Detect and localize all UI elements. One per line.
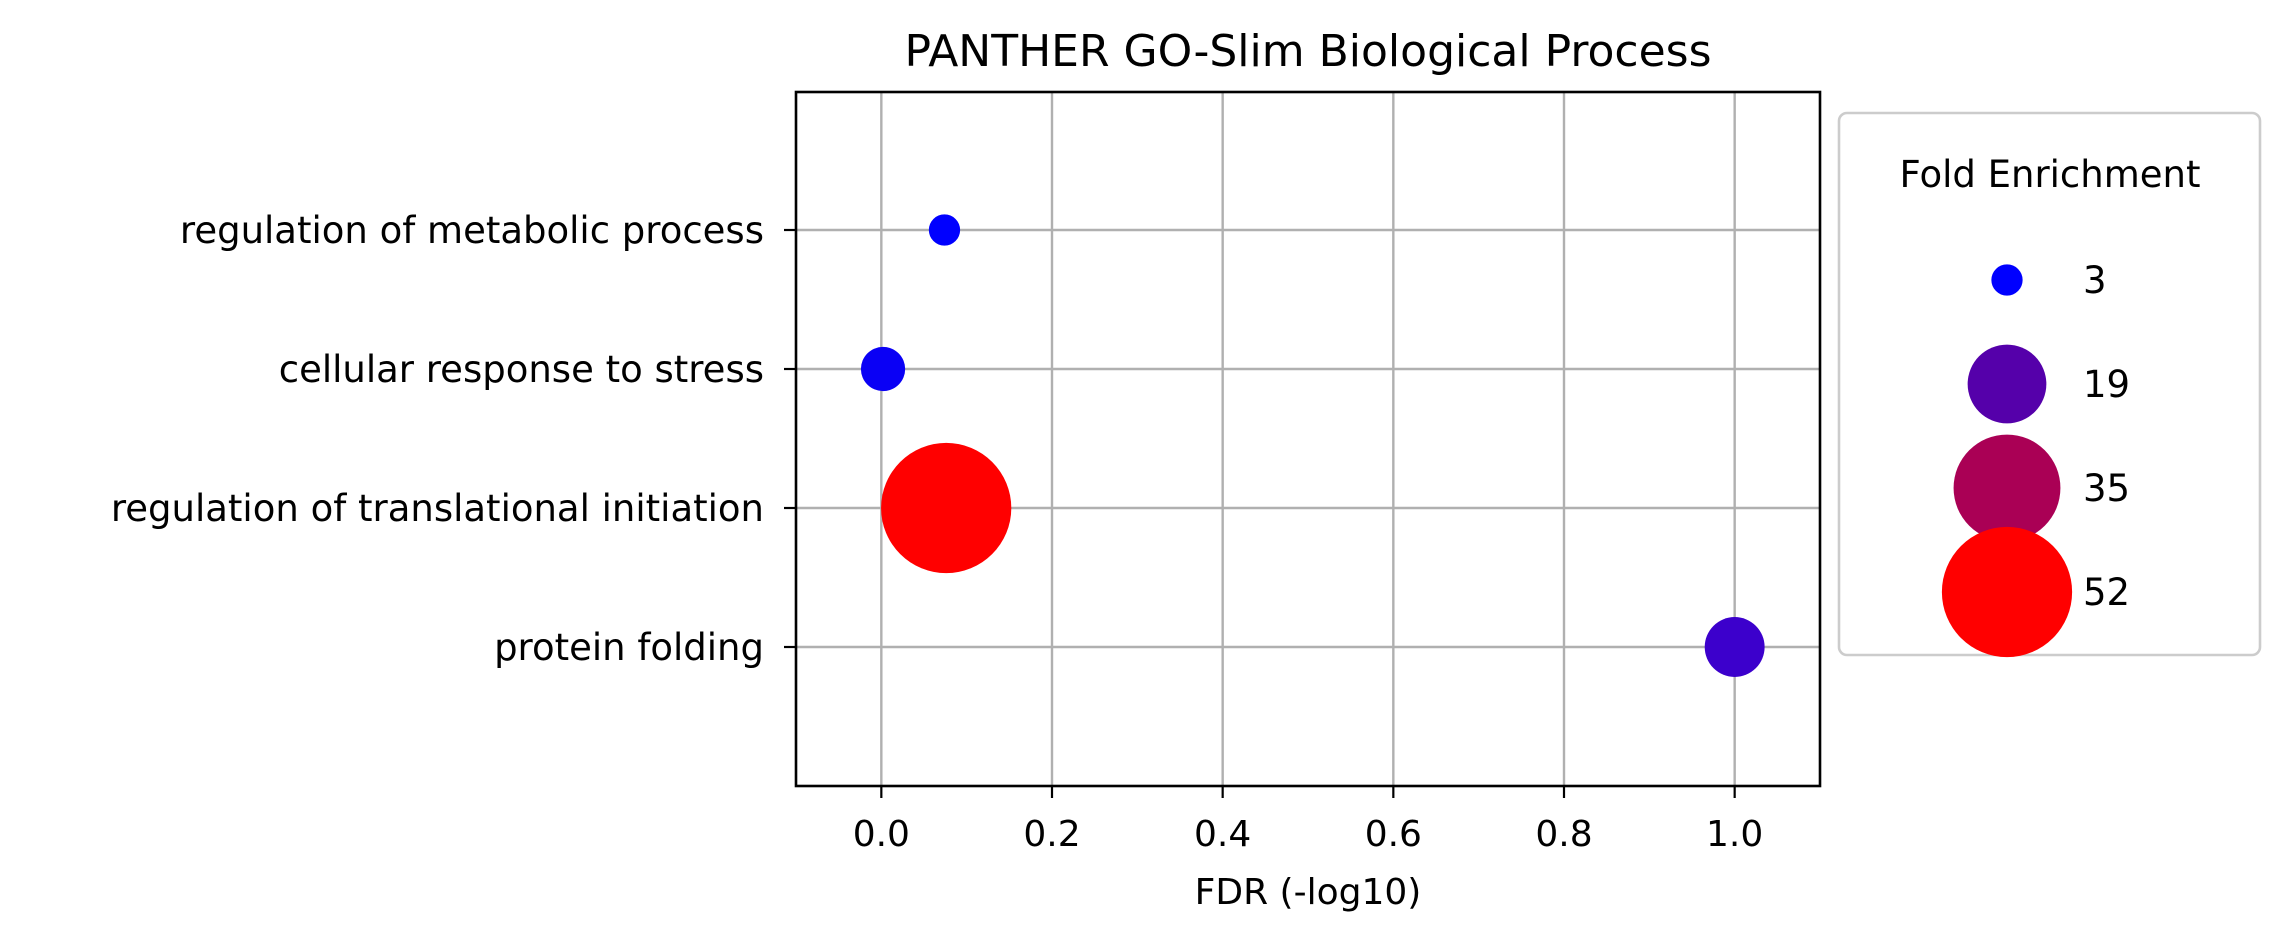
data-point (860, 346, 906, 392)
plot-frame (794, 90, 1822, 788)
legend-box (1837, 111, 2262, 657)
x-tick-label: 0.2 (1023, 814, 1080, 855)
data-point (1704, 617, 1765, 677)
x-tick-label: 1.0 (1706, 814, 1763, 855)
y-tick-label: cellular response to stress (279, 348, 764, 391)
legend-marker (1941, 526, 2073, 658)
legend-marker (1991, 264, 2023, 296)
legend-label: 52 (2083, 571, 2130, 614)
legend-marker (1953, 434, 2061, 542)
legend-label: 19 (2083, 363, 2130, 406)
x-tick-label: 0.4 (1194, 814, 1251, 855)
legend: Fold Enrichment 3 19 35 52 (1837, 111, 2262, 658)
x-axis-label: FDR (-log10) (1195, 872, 1422, 913)
data-point (928, 214, 961, 246)
chart-title: PANTHER GO-Slim Biological Process (904, 26, 1711, 77)
legend-label: 3 (2083, 259, 2107, 302)
legend-title: Fold Enrichment (1899, 153, 2200, 196)
y-tick-label: protein folding (494, 626, 764, 669)
legend-label: 35 (2083, 467, 2130, 510)
plot-area: 0.0 0.2 0.4 0.6 0.8 1.0 regulation of metaboli… (111, 90, 1822, 855)
data-point (881, 442, 1012, 574)
legend-marker (1967, 344, 2047, 424)
y-tick-label: regulation of metabolic process (180, 209, 764, 252)
x-tick-label: 0.8 (1535, 814, 1592, 855)
x-tick-label: 0.0 (853, 814, 910, 855)
y-tick-label: regulation of translational initiation (111, 487, 764, 530)
x-tick-label: 0.6 (1365, 814, 1422, 855)
